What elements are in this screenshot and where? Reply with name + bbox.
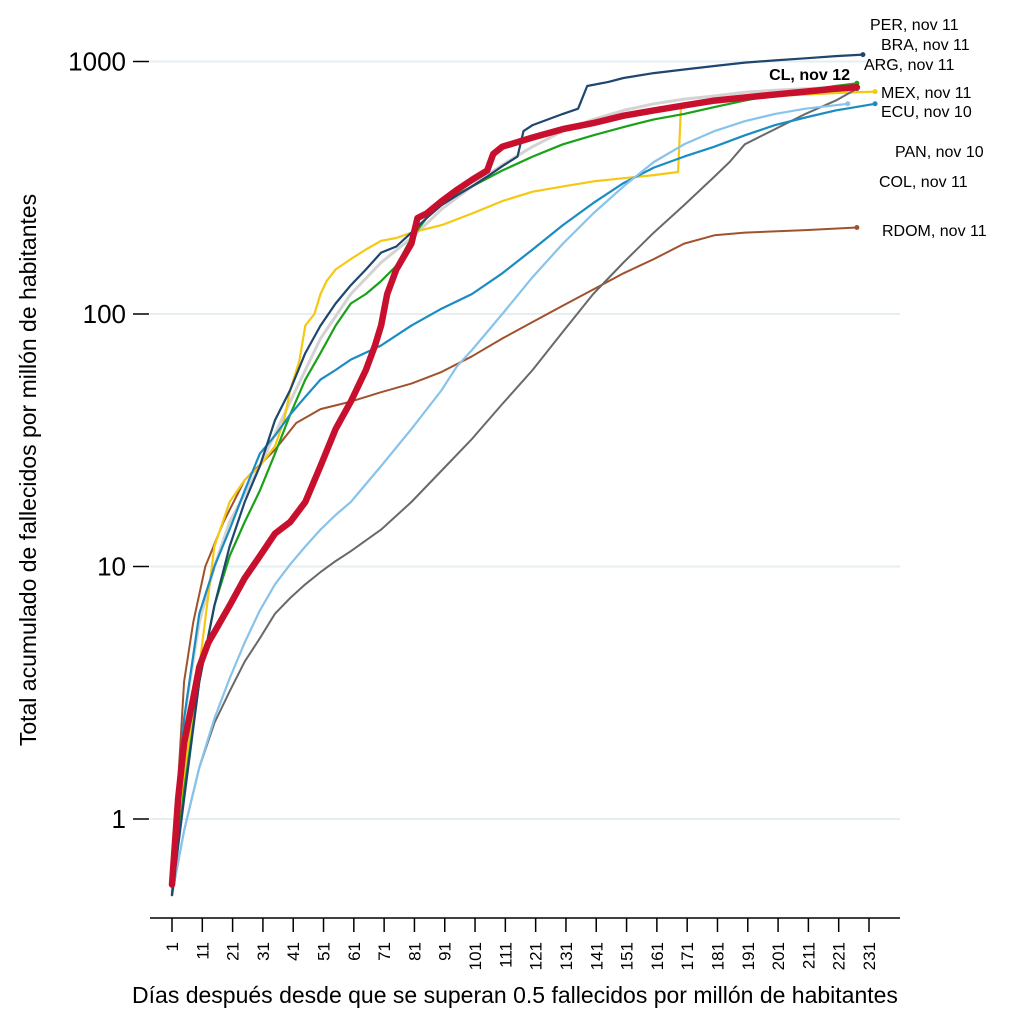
x-tick-label: 31 [254, 942, 273, 961]
end-label-rdom: RDOM, nov 11 [882, 223, 987, 240]
x-tick-label: 41 [284, 942, 303, 961]
x-axis-title: Días después desde que se superan 0.5 fa… [132, 982, 898, 1008]
x-tick-label: 191 [739, 942, 758, 970]
x-tick-label: 71 [375, 942, 394, 961]
y-axis-title: Total acumulado de fallecidos por millón… [15, 194, 41, 746]
x-tick-label: 11 [193, 942, 212, 960]
x-tick-label: 141 [587, 942, 606, 970]
x-tick-label: 181 [708, 942, 727, 970]
y-tick-label: 100 [83, 299, 126, 329]
end-label-per: PER, nov 11 [870, 17, 959, 34]
end-label-arg: ARG, nov 11 [864, 57, 955, 74]
x-tick-label: 221 [830, 942, 849, 970]
y-axis: 1 10 100 1000 [68, 47, 149, 834]
end-labels: PER, nov 11 BRA, nov 11 ARG, nov 11 CL, nov… [769, 17, 987, 240]
series-endpoint-ecu [872, 101, 878, 107]
x-tick-label: 61 [345, 942, 364, 961]
x-tick-label: 21 [224, 942, 243, 961]
end-label-cl: CL, nov 12 [769, 67, 850, 84]
series-line-per [170, 53, 864, 897]
x-tick-label: 1 [163, 942, 182, 951]
y-tick-label: 10 [97, 552, 126, 582]
y-tick-label: 1 [112, 804, 126, 834]
series-endpoint-rdom [854, 225, 860, 231]
series-line-cl [168, 84, 861, 888]
end-label-ecu: ECU, nov 10 [881, 104, 972, 121]
x-tick-label: 211 [799, 942, 818, 969]
y-tick-label: 1000 [68, 47, 126, 77]
series-endpoint-per [860, 52, 866, 58]
x-tick-label: 131 [557, 942, 576, 970]
x-tick-label: 101 [466, 942, 485, 970]
x-tick-label: 151 [618, 942, 637, 970]
x-tick-label: 91 [436, 942, 455, 961]
grid [150, 60, 900, 820]
x-tick-label: 161 [648, 942, 667, 970]
series-line-arg [170, 82, 858, 897]
series-line-rdom [171, 226, 858, 896]
series-lines [168, 52, 878, 897]
x-tick-label: 81 [405, 942, 424, 961]
end-label-col: COL, nov 11 [879, 174, 968, 191]
x-tick-label: 51 [315, 942, 334, 961]
x-tick-label: 231 [860, 942, 879, 970]
end-label-mex: MEX, nov 11 [881, 85, 972, 102]
x-axis: 1 11 21 31 41 51 61 71 81 91 101 111 121 131 141 151 161… [150, 917, 900, 970]
x-tick-label: 201 [769, 942, 788, 970]
x-tick-label: 121 [527, 942, 546, 970]
series-line-mex [170, 90, 877, 897]
end-label-pan: PAN, nov 10 [895, 144, 984, 161]
series-endpoint-mex [872, 89, 878, 95]
end-label-bra: BRA, nov 11 [881, 37, 970, 54]
series-line-col [171, 87, 858, 896]
series-line-ecu [170, 102, 877, 897]
x-tick-label: 111 [496, 942, 515, 968]
series-line-pan [170, 84, 859, 897]
series-endpoint-bra [845, 101, 851, 107]
x-tick-label: 171 [678, 942, 697, 970]
series-line-bra [170, 102, 849, 897]
